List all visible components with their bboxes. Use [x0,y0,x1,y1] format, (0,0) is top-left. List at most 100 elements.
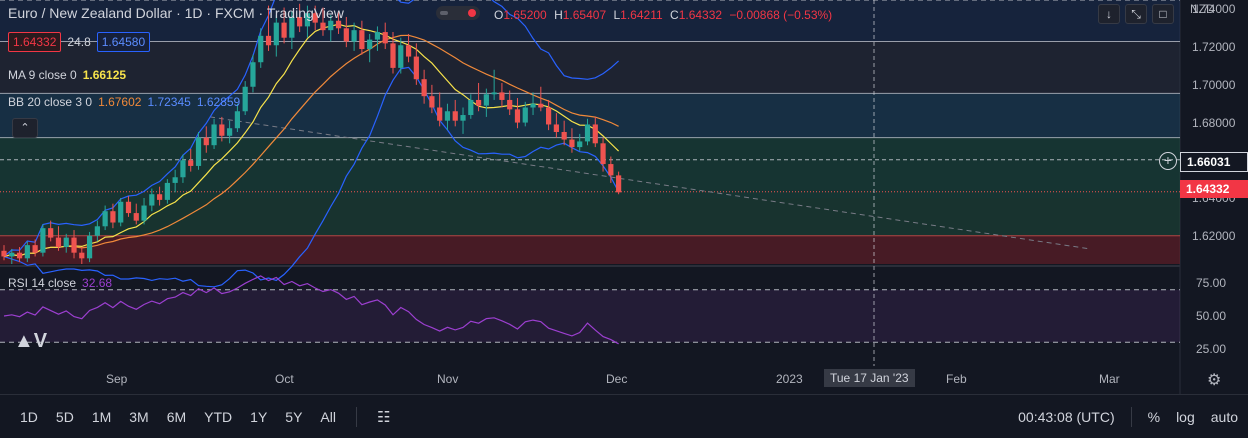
crosshair-date-tag: Tue 17 Jan '23 [824,369,915,387]
candle-body [281,22,287,38]
candle-body [94,226,100,236]
candle [499,82,505,108]
period-1m[interactable]: 1M [91,408,112,425]
auto-toggle[interactable]: auto [1210,408,1238,425]
candle [351,22,357,51]
candle-body [507,99,513,110]
candle [475,82,482,112]
candle-body [390,43,396,68]
candle [530,92,536,116]
candle-body [242,86,248,112]
price-tick-label: 1.62000 [1192,228,1236,243]
candle [48,220,54,242]
candle-body [258,35,264,63]
candle [437,92,443,127]
period-5y[interactable]: 5Y [285,408,303,425]
candle [273,15,279,57]
candle [102,205,108,231]
candle-body [55,237,62,248]
candle [491,69,497,100]
period-ytd[interactable]: YTD [204,408,233,425]
period-3m[interactable]: 3M [129,408,149,425]
candle-body [250,62,256,87]
candle [343,16,349,48]
candle-body [382,32,388,44]
candle-body [110,211,116,223]
candle-body [553,124,559,132]
price-tick-label: 1.72000 [1192,40,1236,55]
candle-body [164,182,170,200]
candle [429,84,435,114]
candle-body [227,128,233,136]
candle-body [452,111,458,121]
period-5d[interactable]: 5D [55,408,74,425]
date-range-calendar-icon[interactable]: ☷ [376,408,391,426]
fullscreen-button[interactable]: ⤡ [1125,4,1147,24]
candle [584,118,591,146]
log-toggle[interactable]: log [1176,408,1195,425]
candle-body [180,160,186,178]
candle [79,247,85,264]
expand-icon: ⤡ [1131,6,1141,21]
percent-toggle[interactable]: % [1147,408,1161,425]
candle-body [118,201,124,223]
zone-band [0,0,1180,42]
collapse-legend-button[interactable]: ⌃ [12,118,38,138]
candle-body [429,96,435,108]
screenshot-button[interactable]: □ [1152,4,1174,24]
time-tick-label: Mar [1099,372,1120,386]
candle [577,133,583,151]
candle-body [32,245,38,253]
rsi-band [0,289,1180,343]
utc-clock[interactable]: 00:43:08 (UTC) [1018,408,1115,425]
time-tick-label: Sep [106,372,128,386]
settings-gear-icon[interactable]: ⚙ [1207,372,1222,389]
candle [250,54,256,93]
candle [592,116,598,148]
sell-button[interactable]: 1.64332 [8,32,62,52]
zone-band [0,235,1180,264]
bb-lower-value: 1.62859 [196,95,241,109]
candle [219,116,225,142]
rsi-legend[interactable]: RSI 14 close 32.68 [8,276,113,290]
bb-upper-value: 1.72345 [147,95,191,109]
currency-label[interactable]: NZD [1190,2,1215,16]
candle [608,156,614,183]
spread-value: 24.8 [67,35,91,49]
candle [561,120,567,146]
ma-legend[interactable]: MA 9 close 0 1.66125 [8,68,127,82]
period-all[interactable]: All [320,408,336,425]
market-status-toggle[interactable] [436,6,480,20]
candle [452,99,458,127]
candle-body [475,99,482,106]
download-button[interactable]: ↓ [1098,4,1120,24]
candle-body [71,237,77,253]
buy-button[interactable]: 1.64580 [96,32,151,52]
candle [460,107,466,134]
candle-body [328,20,334,31]
candle [312,5,318,31]
candle [600,137,606,172]
candle [335,11,342,34]
candle-body [530,103,536,108]
bb-legend[interactable]: BB 20 close 3 0 1.67602 1.72345 1.62859 [8,95,241,109]
add-alert-button[interactable]: + [1159,152,1177,170]
candle [24,241,30,263]
candle-body [538,103,544,108]
candle [569,128,575,153]
candle-body [265,35,272,46]
live-dot-icon [468,9,476,17]
candle-body [421,79,427,97]
bb-lower-line [3,66,620,288]
candle-body [413,56,419,80]
period-6m[interactable]: 6M [166,408,187,425]
candle [522,101,528,127]
candle [242,81,248,116]
candle-body [351,30,357,42]
candle-body [16,252,23,259]
candle-body [149,194,155,206]
period-1d[interactable]: 1D [20,408,38,425]
candle [538,86,544,112]
period-1y[interactable]: 1Y [250,408,268,425]
